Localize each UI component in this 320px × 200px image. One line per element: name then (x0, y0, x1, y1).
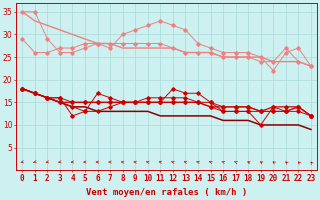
X-axis label: Vent moyen/en rafales ( km/h ): Vent moyen/en rafales ( km/h ) (86, 188, 247, 197)
